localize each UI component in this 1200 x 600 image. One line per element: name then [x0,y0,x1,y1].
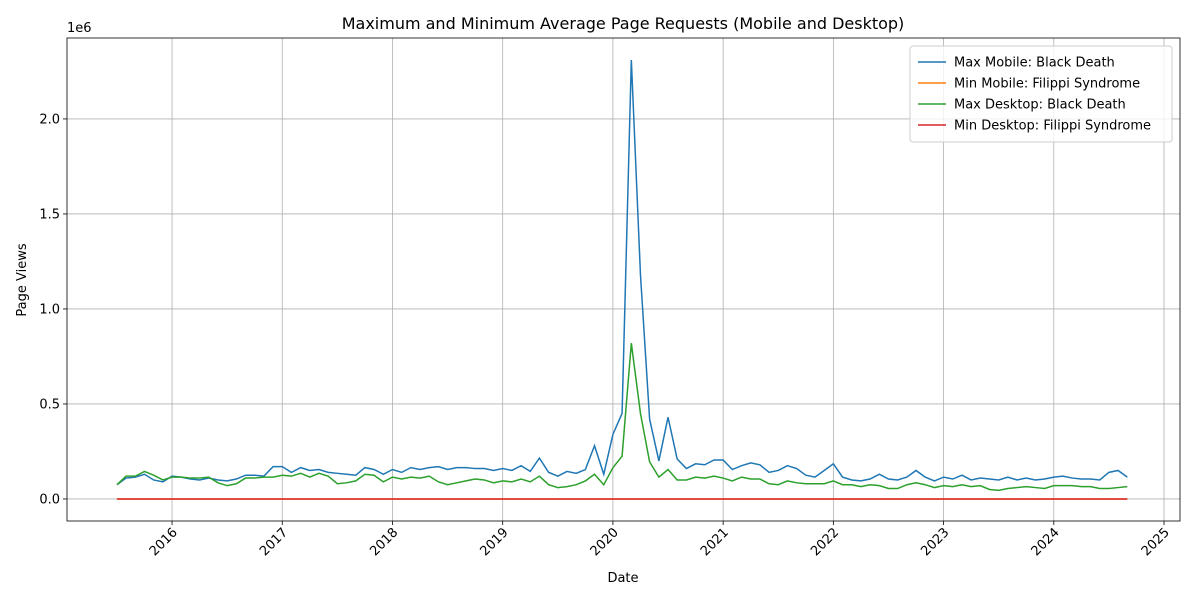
y-tick-label: 2.0 [39,112,60,127]
y-axis-label: Page Views [15,243,30,316]
y-tick-label: 1.0 [39,302,60,317]
y-tick-label: 1.5 [39,207,60,222]
series-line [116,343,1128,492]
legend-label: Max Desktop: Black Death [954,98,1126,113]
plot-frame [66,37,1181,522]
chart-title: Maximum and Minimum Average Page Request… [342,14,905,33]
y-offset-label: 1e6 [67,21,92,36]
legend-frame [909,45,1173,143]
series-line [116,60,1128,486]
legend: Max Mobile: Black Death Min Mobile: Filip… [909,45,1173,143]
legend-label: Min Mobile: Filippi Syndrome [954,77,1140,92]
y-tick-label: 0.0 [39,492,60,507]
x-axis-label: Date [607,571,638,586]
legend-label: Max Mobile: Black Death [954,56,1115,71]
y-tick-label: 0.5 [39,397,60,412]
legend-label: Min Desktop: Filippi Syndrome [954,119,1151,134]
